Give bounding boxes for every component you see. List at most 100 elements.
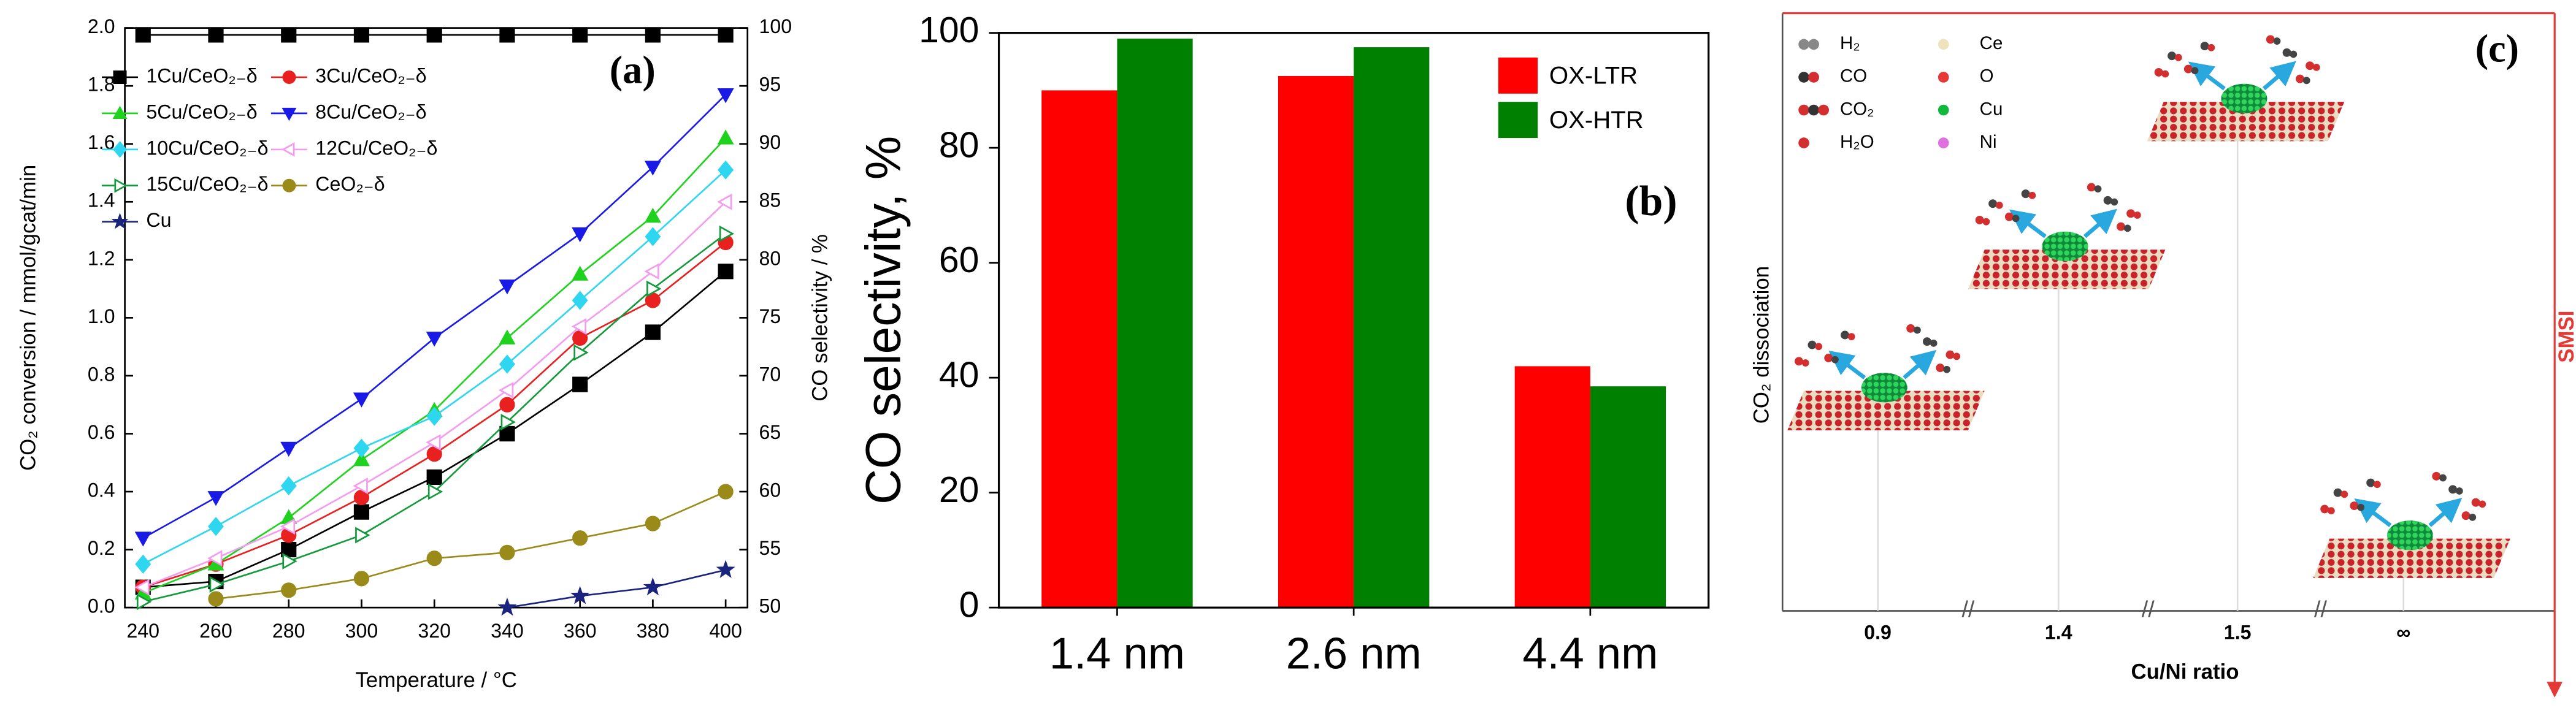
marker bbox=[572, 27, 588, 43]
marker bbox=[280, 518, 296, 535]
molecule bbox=[2290, 50, 2298, 58]
bar bbox=[1041, 90, 1117, 608]
marker bbox=[426, 406, 443, 426]
x-tick-label: 380 bbox=[637, 620, 670, 642]
marker bbox=[427, 483, 443, 500]
molecule bbox=[2004, 212, 2014, 221]
marker bbox=[643, 577, 662, 596]
metal-cluster bbox=[2042, 231, 2088, 261]
marker bbox=[718, 264, 734, 280]
molecule bbox=[2123, 224, 2131, 232]
marker bbox=[717, 88, 734, 104]
molecule bbox=[1824, 354, 1833, 362]
marker bbox=[499, 354, 515, 374]
y2-tick-label: 50 bbox=[759, 595, 781, 617]
x-axis-label: Temperature / °C bbox=[355, 668, 517, 692]
molecule bbox=[2471, 498, 2480, 507]
marker bbox=[717, 129, 734, 145]
flow-arrow bbox=[2009, 209, 2047, 238]
metal-cluster bbox=[2386, 520, 2433, 550]
bar bbox=[1278, 75, 1354, 608]
molecule bbox=[2110, 198, 2118, 206]
legend-icon bbox=[1818, 104, 1830, 116]
marker bbox=[280, 441, 297, 457]
series-line bbox=[507, 569, 726, 609]
marker bbox=[718, 27, 734, 43]
marker bbox=[282, 178, 296, 192]
molecule bbox=[2161, 70, 2169, 78]
marker bbox=[718, 160, 734, 180]
y-axis-label: CO₂ dissociation bbox=[1749, 266, 1773, 424]
axis-break: // bbox=[2142, 596, 2155, 622]
molecule bbox=[1841, 330, 1849, 340]
molecule bbox=[2374, 481, 2381, 489]
metal-cluster bbox=[2221, 83, 2267, 113]
support-slab bbox=[1787, 390, 1985, 430]
y-tick-label: 0.4 bbox=[88, 479, 115, 501]
molecule bbox=[1815, 343, 1823, 351]
marker bbox=[353, 438, 370, 458]
marker bbox=[498, 382, 514, 399]
molecule bbox=[2126, 209, 2136, 218]
marker bbox=[281, 541, 297, 558]
series-line bbox=[142, 201, 727, 588]
x-tick-label: ∞ bbox=[2396, 621, 2410, 643]
x-tick-label: 360 bbox=[564, 620, 597, 642]
legend-icon bbox=[1938, 137, 1949, 148]
marker bbox=[497, 597, 517, 616]
molecule bbox=[1831, 356, 1839, 364]
molecule bbox=[2478, 500, 2486, 508]
flow-arrow bbox=[2354, 498, 2392, 527]
marker bbox=[646, 280, 662, 297]
y2-tick-label: 70 bbox=[759, 363, 781, 385]
molecule bbox=[2266, 35, 2275, 44]
molecule bbox=[1906, 324, 1915, 333]
marker bbox=[644, 207, 661, 223]
molecule bbox=[2312, 64, 2320, 71]
marker bbox=[426, 434, 441, 451]
y-tick-label: 80 bbox=[939, 126, 979, 166]
marker bbox=[572, 530, 588, 546]
x-tick-label: 240 bbox=[126, 620, 159, 642]
molecule bbox=[2357, 503, 2365, 511]
y-tick-label: 0.6 bbox=[88, 421, 115, 443]
y-tick-label: 2.0 bbox=[88, 15, 115, 37]
flow-arrow bbox=[2262, 61, 2296, 91]
legend-label: Ni bbox=[1980, 132, 1997, 152]
y2-tick-label: 65 bbox=[759, 421, 781, 443]
molecule bbox=[2028, 191, 2036, 199]
x-tick-label: 400 bbox=[709, 620, 742, 642]
x-tick-label: 1.5 bbox=[2224, 621, 2252, 643]
molecule bbox=[2183, 64, 2193, 74]
y-tick-label: 0 bbox=[959, 585, 979, 625]
molecule bbox=[1923, 337, 1931, 346]
marker bbox=[114, 178, 128, 193]
molecule bbox=[1943, 365, 1951, 373]
marker bbox=[281, 582, 297, 598]
marker bbox=[499, 425, 515, 442]
marker bbox=[281, 27, 297, 43]
y2-tick-label: 95 bbox=[759, 74, 781, 96]
marker bbox=[113, 70, 127, 84]
y-tick-label: 1.0 bbox=[88, 305, 115, 327]
marker bbox=[426, 27, 442, 43]
marker bbox=[280, 476, 297, 496]
y-tick-label: 100 bbox=[919, 10, 979, 50]
legend-icon bbox=[1808, 39, 1819, 50]
y-tick-label: 0.8 bbox=[88, 363, 115, 385]
x-tick-label: 300 bbox=[345, 620, 378, 642]
molecule bbox=[1847, 333, 1855, 341]
molecule bbox=[2087, 183, 2096, 192]
molecule bbox=[2366, 478, 2375, 487]
marker bbox=[572, 291, 588, 310]
y-tick-label: 1.2 bbox=[88, 247, 115, 269]
marker bbox=[426, 469, 442, 485]
y2-axis-label: CO selectivity / % bbox=[808, 234, 832, 402]
x-tick-label: 260 bbox=[199, 620, 232, 642]
marker bbox=[208, 27, 224, 43]
marker bbox=[499, 280, 516, 295]
marker bbox=[282, 70, 296, 84]
legend-label: 1Cu/CeO₂₋δ bbox=[146, 64, 257, 86]
y2-tick-label: 55 bbox=[759, 537, 781, 559]
legend-label: O bbox=[1980, 66, 1994, 86]
